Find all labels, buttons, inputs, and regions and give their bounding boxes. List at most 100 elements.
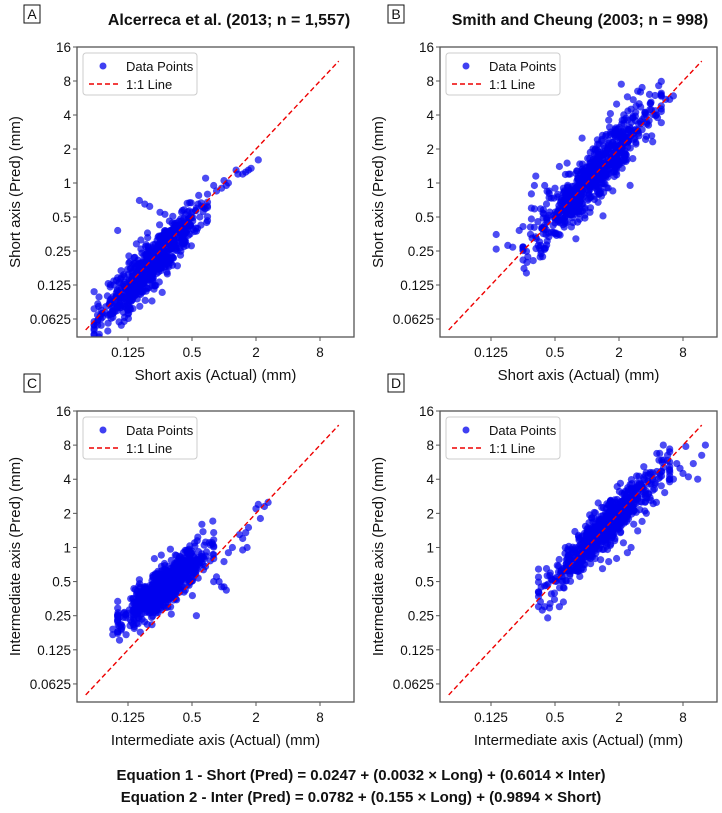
- legend-point-marker: [462, 426, 470, 434]
- data-point: [158, 288, 166, 296]
- y-tick-label: 2: [63, 506, 71, 521]
- data-point: [210, 529, 218, 537]
- y-tick-label: 1: [426, 176, 434, 191]
- data-point: [146, 202, 154, 210]
- data-point: [195, 558, 203, 567]
- data-point: [619, 539, 628, 547]
- data-point: [647, 98, 655, 106]
- panel-title: Smith and Cheung (2003; n = 998): [452, 12, 709, 29]
- data-point: [591, 524, 599, 532]
- data-point: [557, 195, 565, 203]
- data-point: [651, 91, 659, 100]
- data-point: [537, 250, 545, 258]
- data-point: [527, 190, 536, 198]
- data-point: [679, 469, 687, 477]
- data-point: [542, 581, 551, 590]
- data-point: [203, 218, 211, 227]
- data-point: [137, 245, 145, 253]
- x-axis-label: Short axis (Actual) (mm): [498, 367, 660, 384]
- data-point: [95, 333, 103, 337]
- panel-title: Alcerreca et al. (2013; n = 1,557): [108, 12, 350, 29]
- data-point: [614, 125, 622, 133]
- data-point: [601, 536, 609, 544]
- data-point: [598, 168, 606, 176]
- data-point: [601, 180, 609, 188]
- data-point: [546, 208, 554, 216]
- data-point: [626, 181, 634, 189]
- data-point: [131, 253, 139, 261]
- data-point: [127, 595, 135, 603]
- data-point: [492, 230, 500, 239]
- data-point: [571, 527, 579, 536]
- data-point: [103, 292, 111, 300]
- data-point: [572, 567, 580, 575]
- data-point: [557, 577, 566, 585]
- panel-letter-box: [387, 373, 405, 393]
- data-point: [550, 589, 559, 597]
- x-tick-label: 0.5: [183, 345, 202, 360]
- data-point: [95, 293, 103, 301]
- legend-label-points: Data Points: [126, 59, 194, 74]
- data-point: [541, 603, 549, 611]
- data-point: [203, 198, 212, 206]
- data-point: [624, 509, 632, 517]
- data-point: [160, 590, 168, 599]
- data-point: [142, 277, 150, 286]
- x-tick-label: 8: [316, 345, 324, 360]
- legend-label-line: 1:1 Line: [489, 441, 535, 456]
- data-point: [166, 545, 174, 553]
- data-point: [171, 590, 179, 598]
- data-point: [188, 592, 196, 600]
- data-point: [532, 172, 540, 180]
- data-point: [534, 578, 543, 586]
- data-point: [689, 460, 697, 468]
- data-point: [199, 528, 207, 536]
- data-point: [638, 481, 646, 490]
- data-point: [694, 475, 702, 483]
- legend-box: [82, 52, 198, 96]
- data-point: [599, 504, 608, 512]
- data-point: [171, 238, 179, 246]
- legend-label-line: 1:1 Line: [489, 77, 535, 92]
- data-point: [130, 281, 138, 289]
- x-tick-label: 8: [316, 710, 324, 725]
- data-point: [701, 441, 710, 449]
- data-point: [542, 230, 550, 239]
- x-tick-label: 2: [615, 345, 623, 360]
- data-point: [202, 538, 210, 546]
- data-point: [545, 194, 553, 202]
- y-tick-label: 1: [63, 540, 71, 555]
- data-point: [586, 160, 594, 168]
- data-point: [165, 217, 173, 225]
- data-point: [629, 96, 637, 104]
- legend-label-points: Data Points: [489, 59, 557, 74]
- y-tick-label: 0.125: [400, 643, 434, 658]
- data-point: [629, 155, 637, 163]
- y-tick-label: 16: [56, 40, 71, 55]
- data-point: [534, 565, 543, 573]
- data-point: [623, 549, 632, 557]
- y-tick-label: 0.5: [52, 575, 71, 590]
- data-point: [648, 132, 656, 140]
- plot-area: [85, 60, 340, 337]
- data-point: [556, 584, 564, 592]
- y-axis-label: Intermediate axis (Pred) (mm): [7, 457, 24, 656]
- data-point: [551, 229, 559, 237]
- one-to-one-line: [448, 424, 703, 696]
- legend: Data Points 1:1 Line: [445, 52, 561, 96]
- data-point: [156, 221, 164, 229]
- one-to-one-line: [448, 60, 703, 331]
- data-point: [587, 560, 595, 568]
- data-point: [617, 80, 625, 88]
- y-tick-label: 2: [426, 142, 434, 157]
- data-point: [578, 200, 586, 208]
- data-point: [652, 498, 661, 506]
- data-point: [542, 200, 551, 208]
- y-tick-label: 0.125: [37, 278, 71, 293]
- data-point: [603, 542, 611, 550]
- data-point: [157, 551, 165, 559]
- data-point: [114, 612, 122, 620]
- data-point: [109, 309, 117, 317]
- y-tick-label: 8: [63, 438, 71, 453]
- data-point: [544, 614, 552, 622]
